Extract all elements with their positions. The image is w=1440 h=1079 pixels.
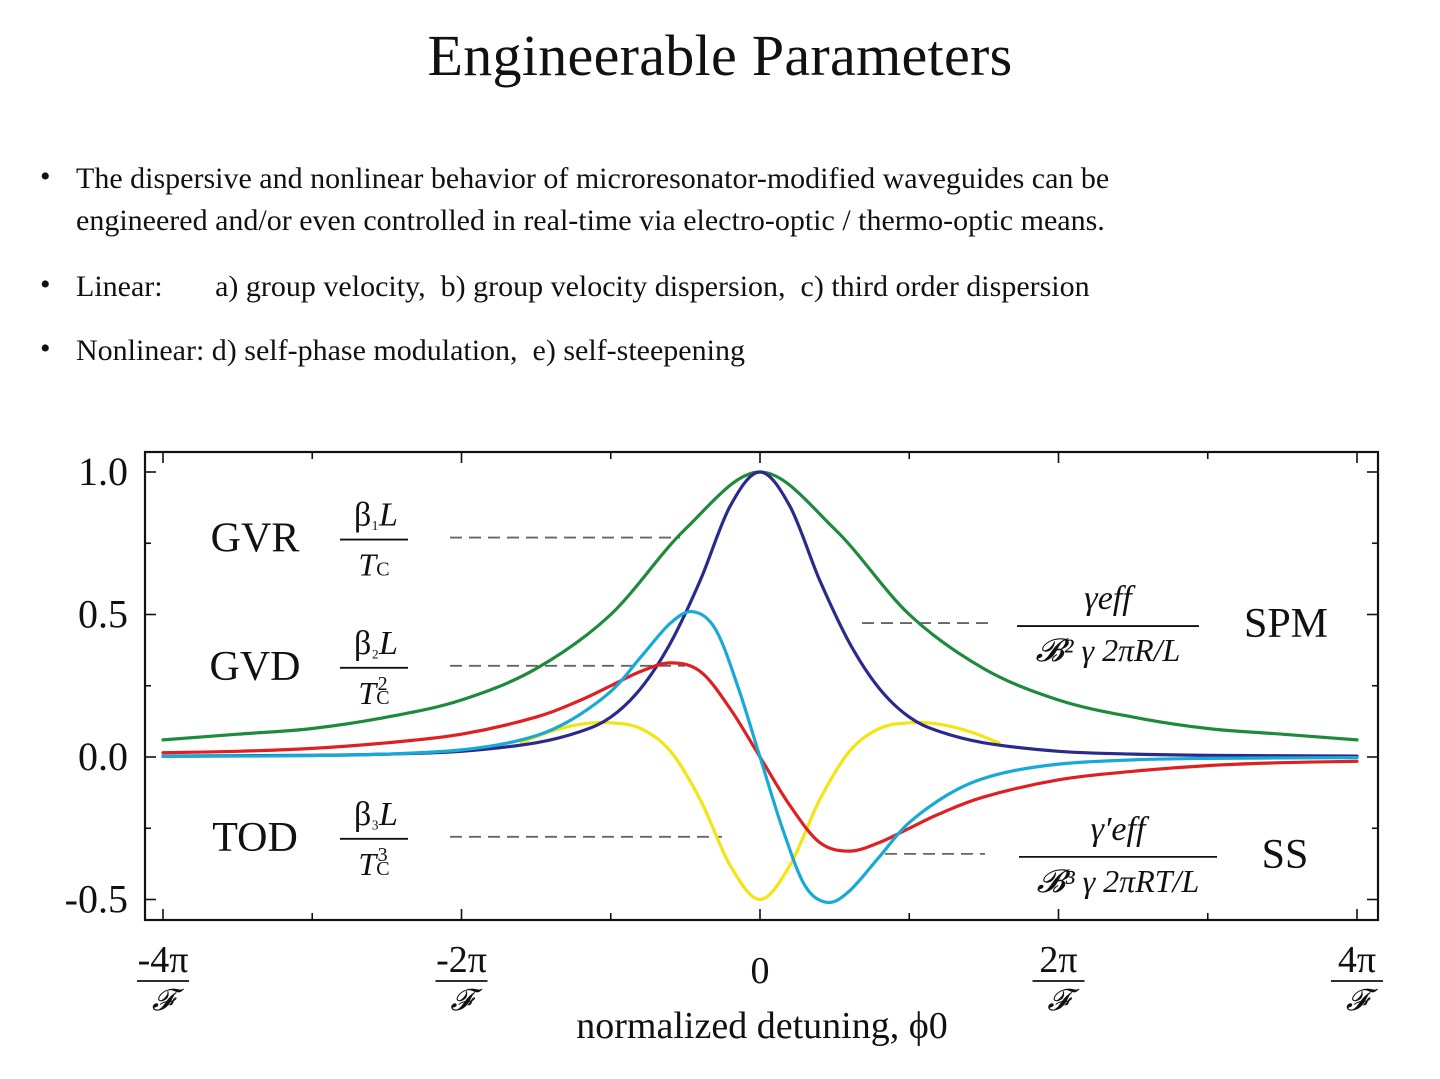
gvd-denominator: TC2 [358,673,389,711]
x-axis-label: normalized detuning, ϕ0 [576,1005,947,1047]
ss-denominator: 𝓑³ γ 2πRT/L [1037,863,1200,899]
slide-title: Engineerable Parameters [427,23,1013,88]
spm-denominator: 𝓑² γ 2πR/L [1036,632,1181,668]
x-tick-label: -2π [436,939,487,981]
gvr-denominator: TC [358,547,389,583]
y-tick-label: -0.5 [65,877,128,922]
gvr-label: GVR [211,516,300,562]
plot-frame [143,450,1380,922]
bullet-text: Linear: a) group velocity, b) group velo… [76,270,1090,303]
gvr-numerator: β₁L [354,497,398,534]
series-line-navy [161,470,1359,758]
x-tick-label: -4π [138,939,189,981]
spm-label: SPM [1244,601,1328,647]
series-line-yellow [519,720,1001,902]
tod-denominator: TC3 [358,844,389,882]
series-line-cyan [161,609,1359,905]
bullet-text: engineered and/or even controlled in rea… [76,204,1105,237]
ss-numerator: γ′eff [1091,811,1150,848]
ss-label: SS [1262,832,1309,878]
tod-label: TOD [212,815,298,861]
bullet-dot-icon: • [40,268,51,301]
spm-numerator: γeff [1084,580,1136,617]
x-tick-denominator: 𝓕 [1346,984,1379,1017]
y-tick-label: 1.0 [78,449,128,494]
x-tick-denominator: 𝓕 [152,984,185,1017]
gvd-label: GVD [210,644,301,690]
series-line-green [161,470,1359,742]
y-tick-label: 0.5 [78,592,128,637]
x-tick-label: 0 [751,950,770,992]
bullet-dot-icon: • [40,160,51,193]
bullet-text: The dispersive and nonlinear behavior of… [76,162,1110,195]
tod-numerator: β₃L [354,796,398,833]
y-tick-label: 0.0 [78,734,128,779]
x-tick-denominator: 𝓕 [450,984,483,1017]
x-tick-denominator: 𝓕 [1047,984,1080,1017]
gvd-numerator: β₂L [354,625,398,662]
bullet-text: Nonlinear: d) self-phase modulation, e) … [76,334,745,367]
x-tick-label: 4π [1338,939,1376,981]
x-tick-label: 2π [1039,939,1077,981]
bullet-dot-icon: • [40,332,51,365]
